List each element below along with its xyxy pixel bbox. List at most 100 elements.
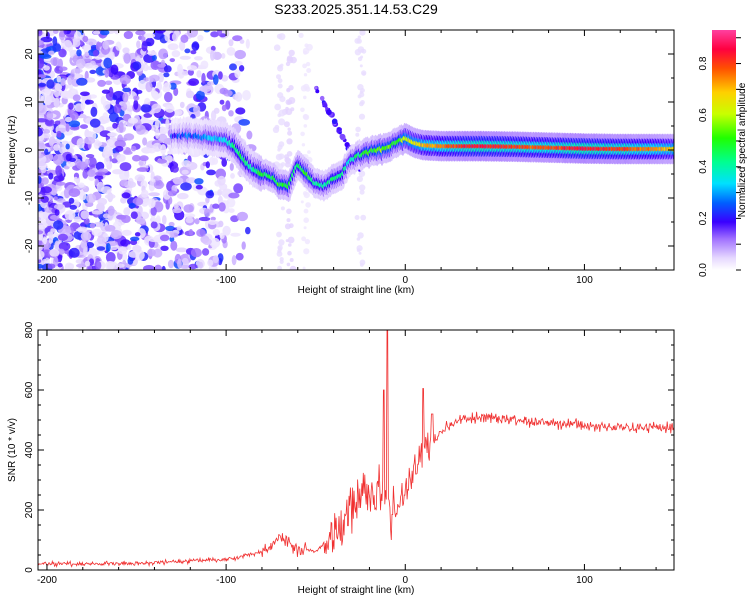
spectrogram-noise-blob (186, 65, 198, 71)
spectrogram-noise-blob (188, 229, 194, 236)
spectrogram-noise-blob (79, 191, 87, 201)
spectrogram-noise-blob (67, 109, 75, 115)
spectrogram-streak (355, 126, 361, 133)
spectrogram-noise-blob (221, 158, 227, 167)
spectrogram-streak (290, 56, 297, 64)
spectrogram-noise-blob (89, 222, 96, 229)
snr-background (38, 330, 674, 570)
spectrogram-noise-blob (165, 118, 170, 130)
spectrogram-noise-blob (107, 261, 118, 270)
spectrogram-noise-blob (246, 130, 253, 140)
spectrogram-streak (355, 132, 360, 137)
spectrogram-noise-blob (130, 236, 140, 242)
spectrogram-streak (287, 130, 293, 136)
spectrogram-noise-blob (132, 154, 141, 162)
spectrogram-noise-blob (150, 60, 161, 70)
spectrogram-noise-blob (40, 36, 53, 43)
spectrogram-noise-blob (164, 32, 170, 42)
x-tick-label: 100 (576, 275, 593, 286)
spectrogram-noise-blob (143, 113, 153, 118)
spectrogram-noise-blob (228, 39, 234, 47)
colorbar-tick-label: 0.4 (698, 159, 709, 173)
x-tick-label: -100 (216, 275, 236, 286)
spectrogram-noise-blob (38, 258, 42, 264)
spectrogram-noise-blob (134, 174, 146, 182)
spectrogram-noise-blob (218, 202, 226, 212)
spectrogram-noise-blob (38, 233, 43, 241)
spectrogram-noise-blob (38, 104, 47, 116)
spectrogram-noise-blob (167, 259, 175, 269)
spectrogram-streak (356, 248, 361, 252)
spectrogram-noise-blob (163, 82, 172, 91)
spectrogram-streak (304, 238, 311, 245)
x-tick-label: 0 (402, 575, 408, 586)
spectrogram-noise-blob (169, 231, 175, 238)
spectrogram-noise-blob (180, 264, 190, 269)
spectrogram-noise-blob (127, 256, 134, 265)
spectrogram-noise-blob (83, 246, 88, 257)
spectrogram-noise-blob (38, 161, 46, 167)
spectrogram-noise-blob (183, 204, 194, 213)
spectrogram-noise-blob (134, 232, 141, 237)
spectrogram-noise-blob (195, 258, 205, 269)
spectrogram-streak (360, 88, 365, 93)
spectrogram-noise-blob (119, 171, 130, 181)
spectrogram-noise-blob (229, 162, 234, 171)
spectrogram-streak (279, 96, 286, 103)
spectrogram-diagonal-feature (326, 109, 332, 116)
spectrogram-noise-blob (49, 248, 60, 257)
spectrogram-noise-blob (184, 48, 191, 54)
spectrogram-noise-blob (161, 265, 166, 270)
spectrogram-noise-blob (68, 188, 81, 198)
spectrogram-noise-blob (143, 33, 156, 39)
spectrogram-streak (290, 107, 295, 112)
spectrogram-noise-blob (209, 156, 216, 166)
spectrogram-noise-blob (138, 161, 144, 166)
spectrogram-streak (288, 223, 294, 229)
x-tick-label: 0 (402, 275, 408, 286)
spectrogram-noise-blob (97, 236, 106, 245)
spectrogram-noise-blob (221, 104, 227, 112)
spectrogram-noise-blob (38, 40, 44, 46)
spectrogram-noise-blob (173, 203, 179, 209)
spectrogram-noise-blob (200, 60, 209, 70)
spectrogram-noise-blob (172, 177, 184, 185)
spectrogram-noise-blob (210, 31, 219, 38)
spectrogram-noise-blob (228, 110, 234, 117)
spectrogram-noise-blob (115, 41, 122, 51)
spectrogram-streak (278, 247, 282, 252)
spectrogram-noise-blob (132, 197, 144, 206)
spectrogram-noise-blob (122, 92, 129, 103)
spectrogram-noise-blob (221, 53, 226, 59)
spectrogram-noise-blob (212, 51, 222, 61)
spectrogram-noise-blob (194, 218, 200, 225)
spectrogram-noise-blob (169, 58, 175, 63)
spectrogram-noise-blob (88, 41, 94, 46)
spectrogram-noise-blob (119, 162, 132, 172)
spectrogram-noise-blob (120, 179, 129, 187)
spectrogram-noise-blob (76, 263, 87, 268)
spectrogram-streak (360, 55, 364, 59)
y-tick-label: 0 (24, 147, 35, 153)
spectrogram-noise-blob (50, 228, 56, 233)
spectrogram-noise-blob (154, 128, 160, 139)
spectrogram-noise-blob (95, 141, 103, 147)
spectrogram-noise-blob (145, 81, 153, 93)
figure-title: S233.2025.351.14.53.C29 (274, 1, 438, 17)
spectrogram-noise-blob (57, 233, 69, 241)
spectrogram-noise-blob (68, 247, 80, 258)
spectrogram-noise-blob (103, 57, 113, 69)
spectrogram-streak (356, 197, 361, 201)
spectrogram-noise-blob (171, 50, 181, 58)
spectrogram-noise-blob (47, 263, 56, 269)
spectrogram-noise-blob (76, 49, 82, 57)
spectrogram-noise-blob (230, 215, 240, 223)
spectrogram-noise-blob (55, 181, 66, 186)
spectrogram-noise-blob (228, 192, 240, 199)
spectrogram-noise-blob (205, 161, 210, 169)
spectrogram-streak (305, 61, 311, 67)
spectrogram-noise-blob (77, 226, 88, 233)
spectrogram-noise-blob (115, 145, 124, 152)
spectrogram-noise-blob (95, 260, 102, 270)
spectrogram-noise-blob (76, 77, 88, 86)
